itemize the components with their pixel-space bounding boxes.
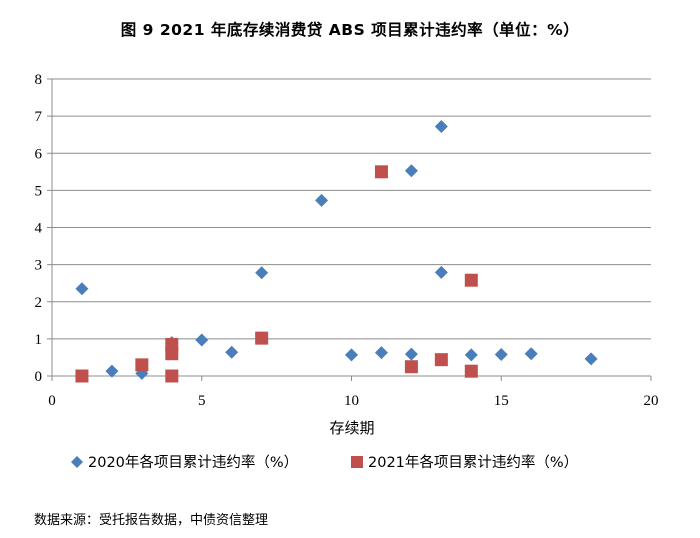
data-point-diamond-4 [195,333,209,347]
legend-label-2020: 2020年各项目累计违约率（%） [88,455,299,471]
data-point-square-8 [434,353,448,367]
data-points [75,120,598,383]
data-point-diamond-17 [584,352,598,366]
data-source-note: 数据来源：受托报告数据，中债资信整理 [34,513,269,528]
y-tick-label-5: 5 [35,183,43,199]
diamond-marker-icon [71,455,83,468]
data-point-diamond-13 [434,265,448,279]
x-tick-label-5: 5 [198,393,206,409]
x-tick-label-15: 15 [494,393,509,409]
y-tick-label-6: 6 [35,146,43,162]
y-tick-labels: 0 1 2 3 4 5 6 7 8 [35,72,43,385]
x-tick-label-0: 0 [48,393,56,409]
data-point-square-4 [165,369,179,383]
y-tick-label-3: 3 [35,258,43,274]
x-tick-label-20: 20 [644,393,659,409]
data-point-square-10 [464,364,478,378]
chart-title: 图 9 2021 年底存续消费贷 ABS 项目累计违约率（单位：%） [120,21,580,39]
data-point-diamond-0 [75,282,89,296]
legend-item-2021: 2021年各项目累计违约率（%） [350,451,578,472]
legend: 2020年各项目累计违约率（%） 2021年各项目累计违约率（%） [0,451,700,473]
square-marker-icon [351,455,363,468]
data-point-diamond-6 [255,266,269,280]
data-point-diamond-11 [404,347,418,361]
data-point-square-7 [404,360,418,374]
y-tick-label-0: 0 [35,369,43,385]
y-tick-label-4: 4 [35,221,43,237]
data-point-diamond-10 [404,164,418,178]
data-point-square-5 [255,331,269,345]
data-point-diamond-9 [374,346,388,360]
data-point-diamond-12 [434,120,448,134]
data-point-diamond-15 [494,347,508,361]
y-tick-label-8: 8 [35,72,43,88]
legend-label-2021: 2021年各项目累计违约率（%） [368,455,579,471]
y-tick-label-2: 2 [35,295,43,311]
y-tick-label-1: 1 [35,332,43,348]
x-axis-label: 存续期 [329,419,374,437]
x-tick-labels: 0 5 10 15 20 [48,393,658,409]
data-point-square-9 [464,273,478,287]
data-point-diamond-16 [524,347,538,361]
data-point-diamond-5 [225,345,239,359]
data-point-diamond-1 [105,364,119,378]
y-tick-label-7: 7 [35,109,43,125]
data-point-square-6 [374,165,388,179]
legend-item-2020: 2020年各项目累计违约率（%） [70,451,298,472]
gridlines [52,78,651,340]
x-tick-label-10: 10 [344,393,359,409]
axes [47,78,652,381]
data-point-diamond-7 [315,193,329,207]
data-point-square-3 [165,347,179,361]
data-point-square-0 [75,369,89,383]
data-point-square-1 [135,358,149,372]
data-point-diamond-14 [464,348,478,362]
scatter-chart: 0 1 2 3 4 5 6 7 8 0 5 10 15 20 存续期 [35,72,659,437]
data-point-diamond-8 [345,348,358,362]
